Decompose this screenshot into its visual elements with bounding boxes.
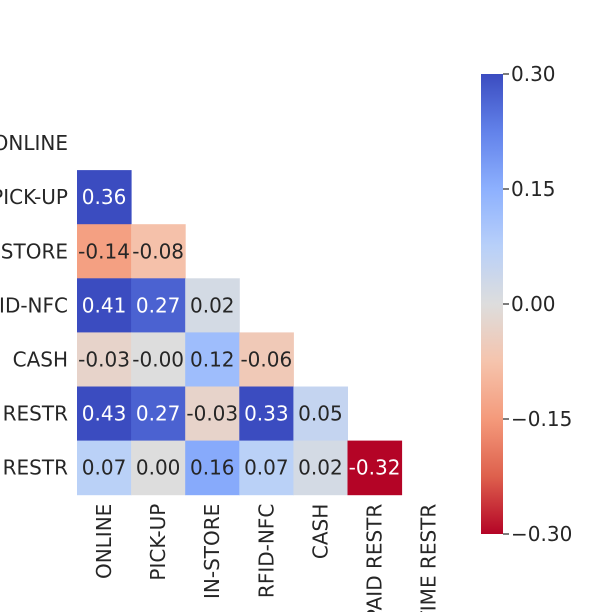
heatmap-cell xyxy=(131,278,186,333)
colorbar-tick-label: 0.30 xyxy=(511,62,556,86)
heatmap-cell xyxy=(131,332,186,387)
row-tick-label: ONLINE xyxy=(0,131,68,155)
heatmap-value-label: -0.03 xyxy=(186,402,238,426)
row-tick-label: CASH xyxy=(13,347,68,371)
row-tick-label: IN-STORE xyxy=(0,239,68,263)
colorbar-tick-label: 0.15 xyxy=(511,177,556,201)
colorbar-tick-label: 0.00 xyxy=(511,292,556,316)
column-tick-labels: ONLINE PICK-UP IN-STORE RFID-NFC CASH PAID RE… xyxy=(92,504,441,612)
heatmap-cell xyxy=(185,278,240,333)
heatmap-cell xyxy=(347,440,403,496)
heatmap-cell xyxy=(293,440,348,496)
heatmap-value-label: 0.27 xyxy=(136,293,181,317)
heatmap-value-label: -0.08 xyxy=(132,239,184,263)
heatmap-value-labels: 0.36-0.14 -0.080.41 0.27 0.02-0.03 -0.00 0.12… xyxy=(78,185,400,480)
colorbar-gradient xyxy=(481,74,503,534)
heatmap-value-label: 0.33 xyxy=(244,402,289,426)
heatmap-cell xyxy=(239,332,294,387)
column-tick-label: PICK-UP xyxy=(146,504,170,581)
heatmap-cell xyxy=(239,386,294,442)
column-tick-label: PAID RESTR xyxy=(363,504,387,612)
heatmap-cell xyxy=(77,440,132,496)
heatmap-value-label: 0.41 xyxy=(82,293,127,317)
heatmap-cell xyxy=(131,224,186,279)
colorbar-tick-label: −0.30 xyxy=(511,522,572,546)
heatmap-cell xyxy=(185,332,240,387)
heatmap-cell xyxy=(77,332,132,387)
colorbar-ticks: 0.30 0.15 0.00 −0.15 −0.30 xyxy=(503,62,572,546)
heatmap-value-label: -0.03 xyxy=(78,347,130,371)
heatmap-cell xyxy=(131,440,186,496)
heatmap-value-label: 0.02 xyxy=(298,456,343,480)
heatmap-cell xyxy=(77,386,132,442)
heatmap-cells xyxy=(77,170,403,496)
row-tick-label: PICK-UP xyxy=(0,185,68,209)
heatmap-cell xyxy=(185,440,240,496)
heatmap-value-label: 0.07 xyxy=(244,456,289,480)
heatmap-value-label: 0.05 xyxy=(298,402,343,426)
row-tick-labels: ONLINE PICK-UP IN-STORE RFID-NFC CASH PAID RE… xyxy=(0,131,68,480)
heatmap-value-label: 0.02 xyxy=(190,293,235,317)
heatmap-value-label: 0.12 xyxy=(190,347,235,371)
heatmap-value-label: 0.27 xyxy=(136,402,181,426)
heatmap-value-label: 0.43 xyxy=(82,402,127,426)
row-tick-label: TIME RESTR xyxy=(0,456,68,480)
heatmap-value-label: -0.32 xyxy=(349,456,401,480)
heatmap-cell xyxy=(77,278,132,333)
colorbar-tick-label: −0.15 xyxy=(511,407,572,431)
column-tick-label: CASH xyxy=(308,504,332,559)
heatmap-cell xyxy=(185,386,240,442)
column-tick-label: IN-STORE xyxy=(200,504,224,599)
row-tick-label: RFID-NFC xyxy=(0,293,68,317)
heatmap-cell xyxy=(131,386,186,442)
row-tick-label: PAID RESTR xyxy=(0,402,68,426)
heatmap-value-label: 0.00 xyxy=(136,456,181,480)
heatmap-value-label: -0.00 xyxy=(132,347,184,371)
heatmap-value-label: -0.06 xyxy=(240,347,292,371)
heatmap-cell xyxy=(77,224,132,279)
column-tick-label: RFID-NFC xyxy=(254,504,278,598)
heatmap-value-label: 0.16 xyxy=(190,456,235,480)
heatmap-value-label: 0.07 xyxy=(82,456,127,480)
heatmap-cell xyxy=(77,170,132,225)
heatmap-value-label: 0.36 xyxy=(82,185,127,209)
heatmap-cell xyxy=(239,440,294,496)
colorbar: 0.30 0.15 0.00 −0.15 −0.30 xyxy=(481,62,572,546)
heatmap-value-label: -0.14 xyxy=(78,239,130,263)
column-tick-label: TIME RESTR xyxy=(417,504,441,612)
heatmap-cell xyxy=(293,386,348,442)
column-tick-label: ONLINE xyxy=(92,504,116,579)
